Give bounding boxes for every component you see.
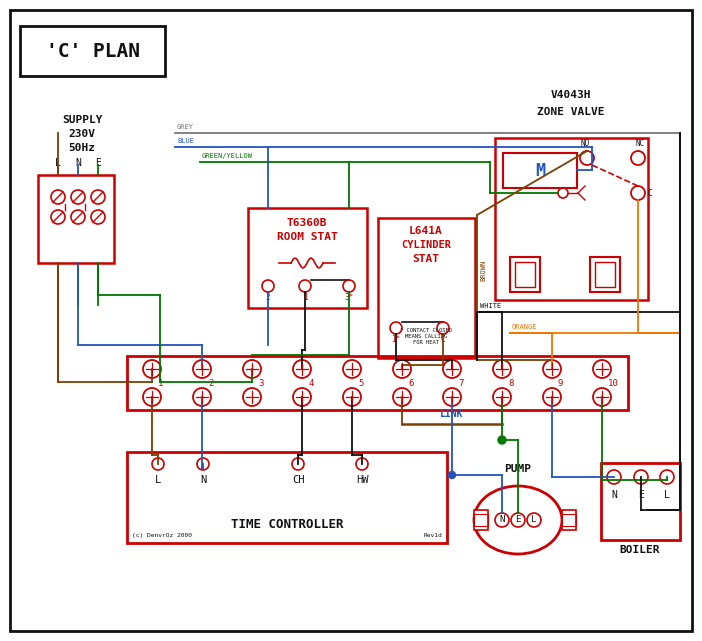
Text: CYLINDER: CYLINDER <box>401 240 451 250</box>
Bar <box>515 262 535 287</box>
Text: 3*: 3* <box>345 292 354 301</box>
Text: HW: HW <box>356 475 369 485</box>
Bar <box>495 138 648 300</box>
Text: 6: 6 <box>408 378 413 388</box>
Text: N: N <box>611 490 617 500</box>
Text: LINK: LINK <box>440 409 464 419</box>
Text: V4043H: V4043H <box>551 90 591 100</box>
Bar <box>127 452 447 543</box>
Text: 3: 3 <box>258 378 263 388</box>
Bar <box>601 463 680 540</box>
Bar <box>510 257 540 292</box>
Text: ZONE VALVE: ZONE VALVE <box>537 107 604 117</box>
Text: 8: 8 <box>508 378 513 388</box>
Text: BROWN: BROWN <box>480 260 486 281</box>
Text: N: N <box>75 158 81 168</box>
Text: 2: 2 <box>265 292 270 301</box>
Text: L: L <box>664 490 670 500</box>
Text: E: E <box>515 515 521 524</box>
Text: 9: 9 <box>558 378 564 388</box>
Bar <box>474 510 488 530</box>
Text: * CONTACT CLOSED
MEANS CALLING
FOR HEAT: * CONTACT CLOSED MEANS CALLING FOR HEAT <box>400 328 452 345</box>
Bar <box>378 218 475 358</box>
Text: N: N <box>499 515 505 524</box>
Circle shape <box>449 472 456 478</box>
Text: M: M <box>535 162 545 180</box>
Text: 1*: 1* <box>392 335 401 344</box>
Text: BOILER: BOILER <box>620 545 661 555</box>
Text: E: E <box>95 158 101 168</box>
Circle shape <box>498 436 506 444</box>
Text: C: C <box>648 188 653 197</box>
Text: GREY: GREY <box>177 124 194 130</box>
Text: 4: 4 <box>308 378 313 388</box>
Text: ORANGE: ORANGE <box>512 324 538 330</box>
Text: 50Hz: 50Hz <box>69 143 95 153</box>
Bar <box>595 262 615 287</box>
Bar <box>503 153 577 188</box>
Text: (c) DenvrOz 2000: (c) DenvrOz 2000 <box>132 533 192 538</box>
Text: L641A: L641A <box>409 226 443 236</box>
Text: 2: 2 <box>208 378 213 388</box>
Text: GREEN/YELLOW: GREEN/YELLOW <box>202 153 253 159</box>
Text: 'C' PLAN: 'C' PLAN <box>46 42 140 60</box>
Bar <box>562 510 576 530</box>
Text: L: L <box>531 515 537 524</box>
Text: N: N <box>200 475 206 485</box>
Text: CH: CH <box>292 475 304 485</box>
Text: L: L <box>55 158 61 168</box>
Bar <box>127 356 628 410</box>
Text: 1: 1 <box>303 292 307 301</box>
Bar <box>20 26 165 76</box>
Bar <box>248 208 367 308</box>
Text: WHITE: WHITE <box>480 303 501 309</box>
Text: T6360B: T6360B <box>286 218 327 228</box>
Text: TIME CONTROLLER: TIME CONTROLLER <box>231 519 343 531</box>
Bar <box>562 514 576 526</box>
Text: 1: 1 <box>158 378 164 388</box>
Text: Rev1d: Rev1d <box>423 533 442 538</box>
Text: BLUE: BLUE <box>177 138 194 144</box>
Text: 5: 5 <box>358 378 364 388</box>
Bar <box>590 257 620 292</box>
Text: NC: NC <box>635 139 644 148</box>
Text: C: C <box>441 335 445 344</box>
Text: 230V: 230V <box>69 129 95 139</box>
Text: PUMP: PUMP <box>505 464 531 474</box>
Text: E: E <box>638 490 644 500</box>
Bar <box>474 514 488 526</box>
Text: 7: 7 <box>458 378 463 388</box>
Text: 10: 10 <box>608 378 618 388</box>
Text: SUPPLY: SUPPLY <box>62 115 102 125</box>
Text: ROOM STAT: ROOM STAT <box>277 232 338 242</box>
Text: STAT: STAT <box>413 254 439 264</box>
Text: L: L <box>155 475 161 485</box>
Text: NO: NO <box>581 139 590 148</box>
Bar <box>38 175 114 263</box>
